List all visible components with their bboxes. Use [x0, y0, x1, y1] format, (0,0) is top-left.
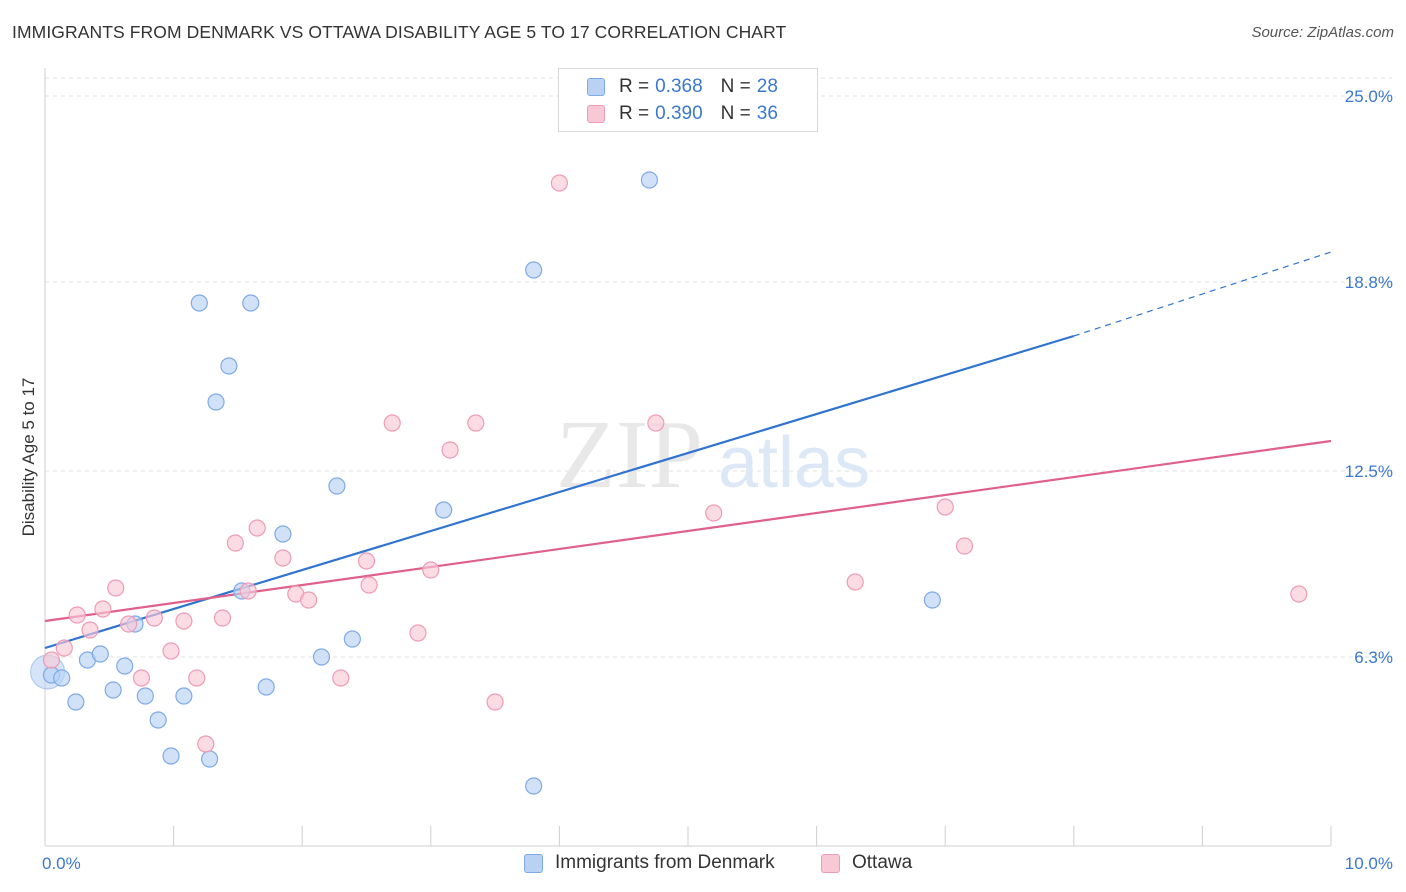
legend-swatch-ottawa: [587, 105, 605, 123]
point-denmark: [525, 261, 543, 279]
y-axis-label: Disability Age 5 to 17: [19, 378, 38, 537]
legend-swatch-denmark: [587, 78, 605, 96]
point-ottawa: [68, 606, 86, 624]
point-denmark: [343, 630, 361, 648]
chart-title: IMMIGRANTS FROM DENMARK VS OTTAWA DISABI…: [12, 22, 787, 42]
point-ottawa: [360, 576, 378, 594]
legend-row-denmark: R = 0.368 N = 28: [587, 75, 778, 99]
point-denmark: [525, 777, 543, 795]
point-denmark: [136, 687, 154, 705]
point-ottawa: [550, 174, 569, 192]
point-denmark: [175, 687, 193, 705]
point-ottawa: [300, 591, 318, 609]
bottom-legend-label-denmark: Immigrants from Denmark: [555, 852, 775, 873]
point-ottawa: [467, 414, 485, 432]
point-denmark: [312, 648, 331, 666]
point-denmark: [67, 693, 85, 711]
point-ottawa: [846, 573, 864, 591]
legend-row-ottawa: R = 0.390 N = 36: [587, 102, 778, 126]
point-ottawa: [107, 579, 125, 597]
point-denmark: [328, 477, 346, 495]
point-ottawa: [274, 549, 292, 567]
legend-n-label: N =: [720, 76, 751, 97]
point-denmark: [91, 645, 109, 663]
point-ottawa: [248, 519, 266, 537]
source-label: Source: ZipAtlas.com: [1251, 24, 1394, 41]
point-denmark: [640, 171, 659, 189]
point-ottawa: [441, 441, 459, 459]
point-denmark: [104, 681, 122, 699]
point-denmark: [274, 525, 292, 543]
legend-n-value-ottawa: 36: [756, 103, 778, 124]
point-denmark: [162, 747, 180, 765]
point-ottawa: [213, 609, 232, 627]
point-ottawa: [162, 642, 180, 660]
point-denmark: [190, 294, 208, 312]
bottom-legend-swatch-denmark: [524, 853, 543, 873]
point-ottawa: [55, 639, 73, 657]
y-tick-label: 18.8%: [1345, 273, 1393, 292]
point-ottawa: [936, 498, 954, 516]
point-ottawa: [188, 669, 206, 687]
legend-n-label: N =: [720, 103, 751, 124]
point-ottawa: [132, 669, 151, 687]
legend-r-label: R =: [619, 103, 650, 124]
y-tick-label: 12.5%: [1345, 462, 1393, 481]
point-denmark: [149, 711, 167, 729]
point-ottawa: [647, 414, 665, 432]
y-tick-label: 6.3%: [1354, 648, 1393, 667]
trend-line-ottawa: [44, 439, 1332, 623]
y-tick-label: 25.0%: [1345, 87, 1393, 106]
trend-line-denmark-extension: [1073, 251, 1332, 337]
axes: [44, 68, 1332, 847]
point-denmark: [116, 657, 134, 675]
point-denmark: [53, 669, 71, 687]
point-ottawa: [226, 534, 244, 552]
point-denmark: [435, 501, 453, 519]
point-denmark: [242, 294, 260, 312]
legend-r-value-denmark: 0.368: [655, 76, 703, 97]
point-ottawa: [239, 582, 257, 600]
point-ottawa: [175, 612, 193, 630]
watermark-atlas: atlas: [718, 423, 870, 503]
point-ottawa: [94, 600, 112, 618]
point-ottawa: [332, 669, 350, 687]
point-ottawa: [42, 651, 61, 669]
point-ottawa: [705, 504, 723, 522]
point-denmark: [923, 591, 941, 609]
trend-line-denmark: [44, 334, 1075, 650]
point-denmark: [207, 393, 225, 411]
gridlines: [45, 77, 1392, 658]
point-ottawa: [81, 621, 99, 639]
point-ottawa: [486, 693, 504, 711]
point-ottawa: [357, 552, 376, 570]
point-ottawa: [409, 624, 427, 642]
point-ottawa: [955, 537, 974, 555]
legend: R = 0.368 N = 28 R = 0.390 N = 36: [558, 68, 818, 132]
bottom-legend-denmark: Immigrants from Denmark: [524, 852, 775, 874]
legend-r-value-ottawa: 0.390: [655, 103, 703, 124]
point-ottawa: [1290, 585, 1308, 603]
bottom-legend-label-ottawa: Ottawa: [852, 852, 913, 873]
trend-lines: [44, 251, 1332, 650]
point-ottawa: [119, 615, 138, 633]
x-tick-label-max: 10.0%: [1345, 854, 1393, 873]
legend-r-label: R =: [619, 76, 650, 97]
bottom-legend-ottawa: Ottawa: [821, 852, 912, 874]
legend-n-value-denmark: 28: [756, 76, 778, 97]
point-ottawa: [422, 561, 440, 579]
data-points: [30, 171, 1308, 795]
x-tick-label-min: 0.0%: [42, 854, 81, 873]
point-denmark: [257, 678, 275, 696]
point-ottawa: [383, 414, 401, 432]
point-ottawa: [197, 735, 215, 753]
bottom-legend-swatch-ottawa: [821, 853, 840, 873]
point-denmark: [220, 357, 238, 375]
tick-labels: 6.3% 12.5% 18.8% 25.0% 0.0% 10.0%: [42, 87, 1393, 873]
point-denmark: [201, 750, 219, 768]
point-ottawa: [145, 609, 163, 627]
